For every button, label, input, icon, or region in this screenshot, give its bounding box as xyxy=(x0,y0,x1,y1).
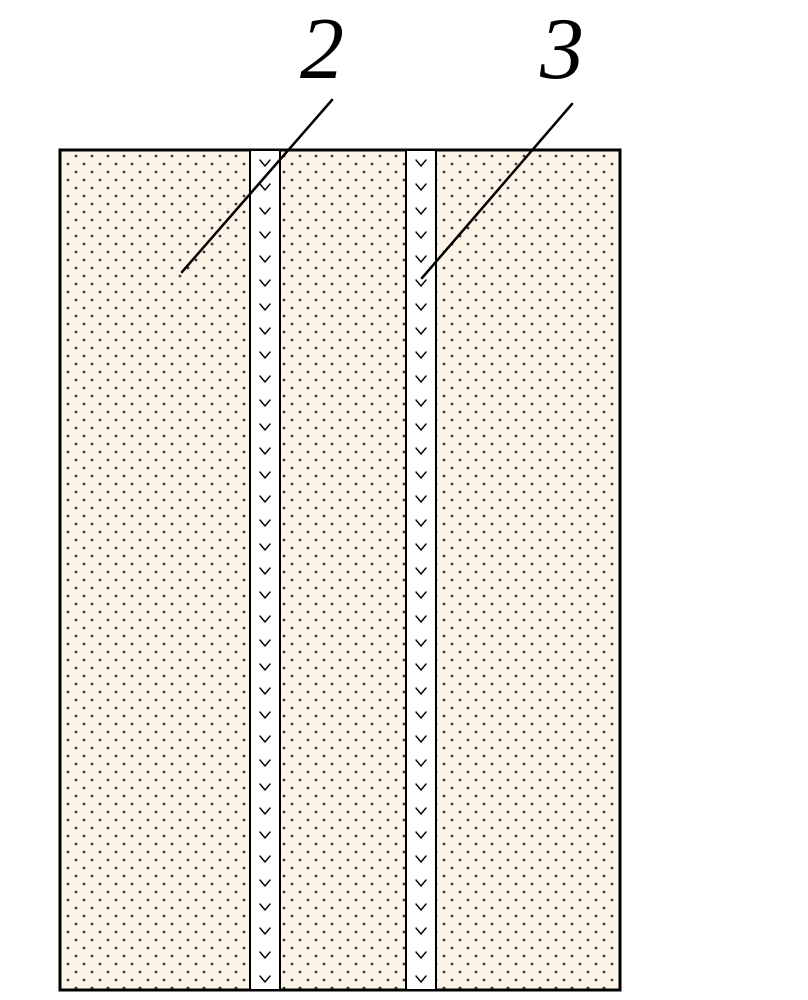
diagram-svg xyxy=(0,0,808,1000)
callout-label-3: 3 xyxy=(540,6,584,94)
diagram-box xyxy=(60,150,620,990)
figure-stage: 2 3 xyxy=(0,0,808,1000)
callout-label-2: 2 xyxy=(300,6,344,94)
